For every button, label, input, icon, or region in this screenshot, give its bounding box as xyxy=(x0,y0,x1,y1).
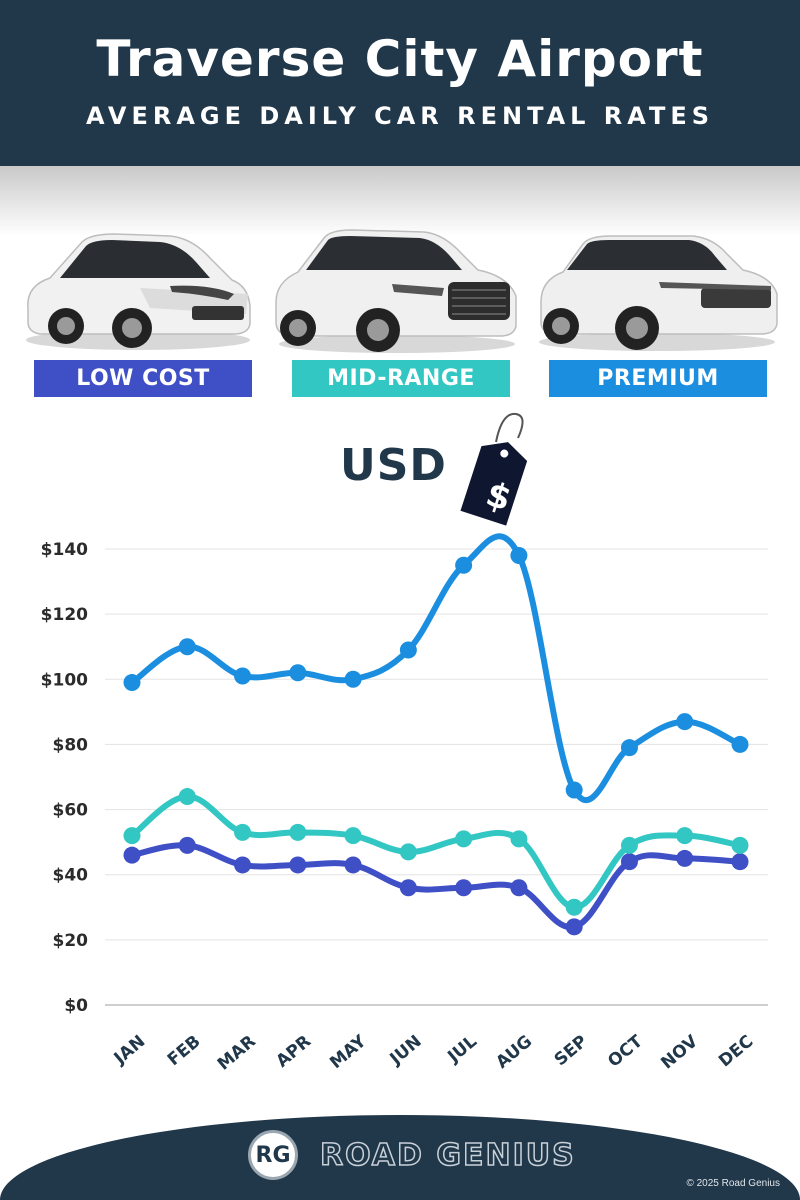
x-tick-label: AUG xyxy=(492,1032,536,1073)
x-tick-label: MAY xyxy=(326,1031,371,1073)
x-tick-label: JAN xyxy=(110,1032,149,1070)
data-point-mid-range xyxy=(399,843,417,861)
x-tick-label: NOV xyxy=(657,1031,702,1073)
header-banner: Traverse City Airport AVERAGE DAILY CAR … xyxy=(0,0,800,166)
data-point-mid-range xyxy=(455,830,473,848)
data-point-premium xyxy=(123,674,141,692)
data-point-premium xyxy=(399,641,417,659)
data-point-low-cost xyxy=(565,918,583,936)
data-point-mid-range xyxy=(676,827,694,845)
road-genius-logo-icon: RG xyxy=(248,1130,298,1180)
y-tick-label: $100 xyxy=(41,670,88,690)
category-badge-mid-range: MID-RANGE xyxy=(292,360,510,397)
compact-hatchback-car-image xyxy=(26,233,251,350)
y-tick-label: $20 xyxy=(53,931,89,951)
data-point-mid-range xyxy=(731,836,749,854)
midsize-suv-car-image xyxy=(275,229,517,353)
y-tick-label: $140 xyxy=(41,540,88,560)
data-point-mid-range xyxy=(178,788,196,806)
x-tick-label: OCT xyxy=(604,1031,647,1071)
data-point-low-cost xyxy=(123,846,141,864)
y-tick-label: $80 xyxy=(53,735,89,755)
brand-name: ROAD GENIUS xyxy=(319,1137,576,1174)
luxury-suv-car-image xyxy=(539,235,778,351)
data-point-premium xyxy=(510,547,528,565)
x-tick-label: APR xyxy=(273,1032,316,1072)
dollar-price-tag-icon: $ xyxy=(460,412,528,526)
data-point-mid-range xyxy=(344,827,362,845)
x-tick-label: DEC xyxy=(715,1032,757,1072)
y-tick-label: $60 xyxy=(53,801,89,821)
currency-label: USD xyxy=(340,440,447,491)
data-point-low-cost xyxy=(178,836,196,854)
x-tick-label: MAR xyxy=(214,1032,260,1075)
data-point-mid-range xyxy=(123,827,141,845)
data-point-mid-range xyxy=(510,830,528,848)
data-point-premium xyxy=(455,556,473,574)
y-tick-label: $120 xyxy=(41,605,88,625)
x-tick-label: JUN xyxy=(386,1032,426,1070)
data-point-low-cost xyxy=(620,853,638,871)
category-badge-low-cost: LOW COST xyxy=(34,360,252,397)
data-point-premium xyxy=(289,664,307,682)
data-point-premium xyxy=(565,781,583,799)
page-subtitle: AVERAGE DAILY CAR RENTAL RATES xyxy=(85,102,715,130)
series-line-premium xyxy=(129,533,743,803)
x-tick-label: SEP xyxy=(551,1032,592,1071)
y-tick-label: $0 xyxy=(64,996,88,1016)
data-point-premium xyxy=(178,638,196,656)
y-tick-label: $40 xyxy=(53,866,89,886)
data-point-low-cost xyxy=(289,856,307,874)
data-point-premium xyxy=(344,670,362,688)
x-tick-label: JUL xyxy=(444,1031,481,1067)
category-badge-premium: PREMIUM xyxy=(549,360,767,397)
x-tick-label: FEB xyxy=(164,1032,205,1071)
data-point-premium xyxy=(676,713,694,731)
data-point-low-cost xyxy=(455,879,473,897)
data-point-mid-range xyxy=(565,898,583,916)
copyright-text: © 2025 Road Genius xyxy=(686,1178,780,1189)
series-line-low-cost xyxy=(129,842,743,931)
rental-rate-line-chart: $0 $20 $40 $60 $80 $100 $120 $140 JAN FEB MAR APR MA… xyxy=(41,533,768,1075)
page-title: Traverse City Airport xyxy=(96,30,704,88)
data-point-mid-range xyxy=(620,836,638,854)
data-point-low-cost xyxy=(399,879,417,897)
data-point-premium xyxy=(620,739,638,757)
data-point-low-cost xyxy=(510,879,528,897)
data-point-premium xyxy=(234,667,252,685)
data-point-mid-range xyxy=(234,823,252,841)
data-point-low-cost xyxy=(731,853,749,871)
data-point-low-cost xyxy=(344,856,362,874)
data-point-low-cost xyxy=(234,856,252,874)
data-point-mid-range xyxy=(289,823,307,841)
data-point-low-cost xyxy=(676,849,694,867)
data-point-premium xyxy=(731,735,749,753)
header-shadow xyxy=(0,166,800,236)
